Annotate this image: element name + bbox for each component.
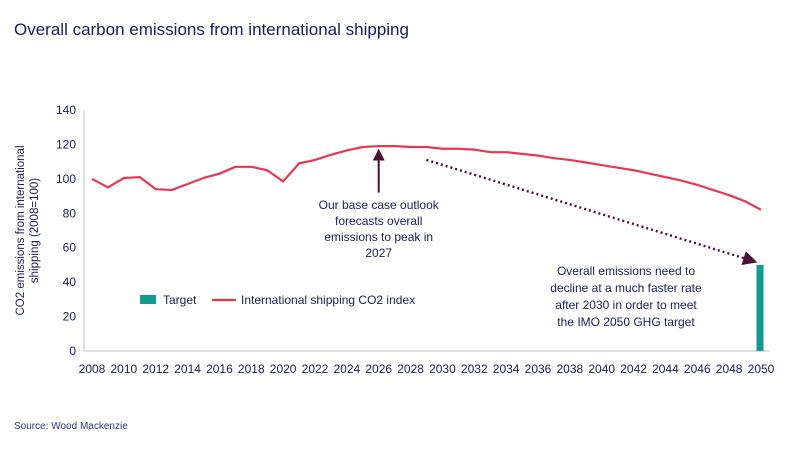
x-tick-label: 2036 [525,362,552,376]
peak-annotation-line: 2027 [365,246,392,260]
x-tick-label: 2038 [557,362,584,376]
y-tick-label: 20 [63,310,77,324]
decline-arrow [426,158,758,265]
decline-annotation-line: the IMO 2050 GHG target [557,315,695,329]
legend-swatch-target [140,295,156,304]
decline-annotation-line: Overall emissions need to [557,264,695,278]
x-tick-label: 2040 [588,362,615,376]
x-tick-label: 2024 [334,362,361,376]
x-tick-label: 2044 [652,362,679,376]
x-tick-label: 2020 [270,362,297,376]
x-tick-label: 2016 [206,362,233,376]
x-tick-label: 2030 [429,362,456,376]
x-tick-label: 2012 [142,362,169,376]
x-tick-label: 2032 [461,362,488,376]
source-note: Source: Wood Mackenzie [14,421,128,432]
legend-label-target: Target [163,293,197,307]
chart-title: Overall carbon emissions from internatio… [14,20,409,39]
y-tick-label: 60 [63,241,77,255]
y-axis-label-line: CO2 emissions from international [15,145,27,315]
legend: Target International shipping CO2 index [140,293,415,307]
x-tick-label: 2014 [174,362,201,376]
x-tick-label: 2026 [365,362,392,376]
y-tick-label: 40 [63,275,77,289]
peak-annotation-line: Our base case outlook [319,198,440,212]
x-tick-label: 2018 [238,362,265,376]
x-tick-label: 2050 [748,362,775,376]
x-tick-label: 2048 [716,362,743,376]
peak-annotation-line: forecasts overall [335,214,422,228]
x-tick-label: 2042 [620,362,647,376]
legend-label-line: International shipping CO2 index [241,293,415,307]
x-tick-label: 2022 [302,362,329,376]
y-axis-label: CO2 emissions from international shipping… [15,145,41,315]
x-tick-label: 2010 [111,362,138,376]
annotations: Our base case outlook forecasts overall em… [319,148,758,329]
decline-annotation-line: after 2030 in order to meet [555,298,697,312]
x-tick-label: 2034 [493,362,520,376]
decline-annotation-line: decline at a much faster rate [550,281,702,295]
y-tick-label: 0 [69,344,76,358]
target-bar [756,264,764,351]
y-tick-label: 80 [63,206,77,220]
x-tick-label: 2046 [684,362,711,376]
x-tick-label: 2028 [397,362,424,376]
y-axis-label-line: shipping (2008=100) [29,178,41,283]
y-tick-label: 140 [56,103,76,117]
series-line-shipping-co2 [91,145,762,211]
y-tick-label: 120 [56,137,76,151]
y-tick-label: 100 [56,172,76,186]
peak-annotation-line: emissions to peak in [324,230,433,244]
data-marks [91,145,764,351]
x-tick-label: 2008 [79,362,106,376]
